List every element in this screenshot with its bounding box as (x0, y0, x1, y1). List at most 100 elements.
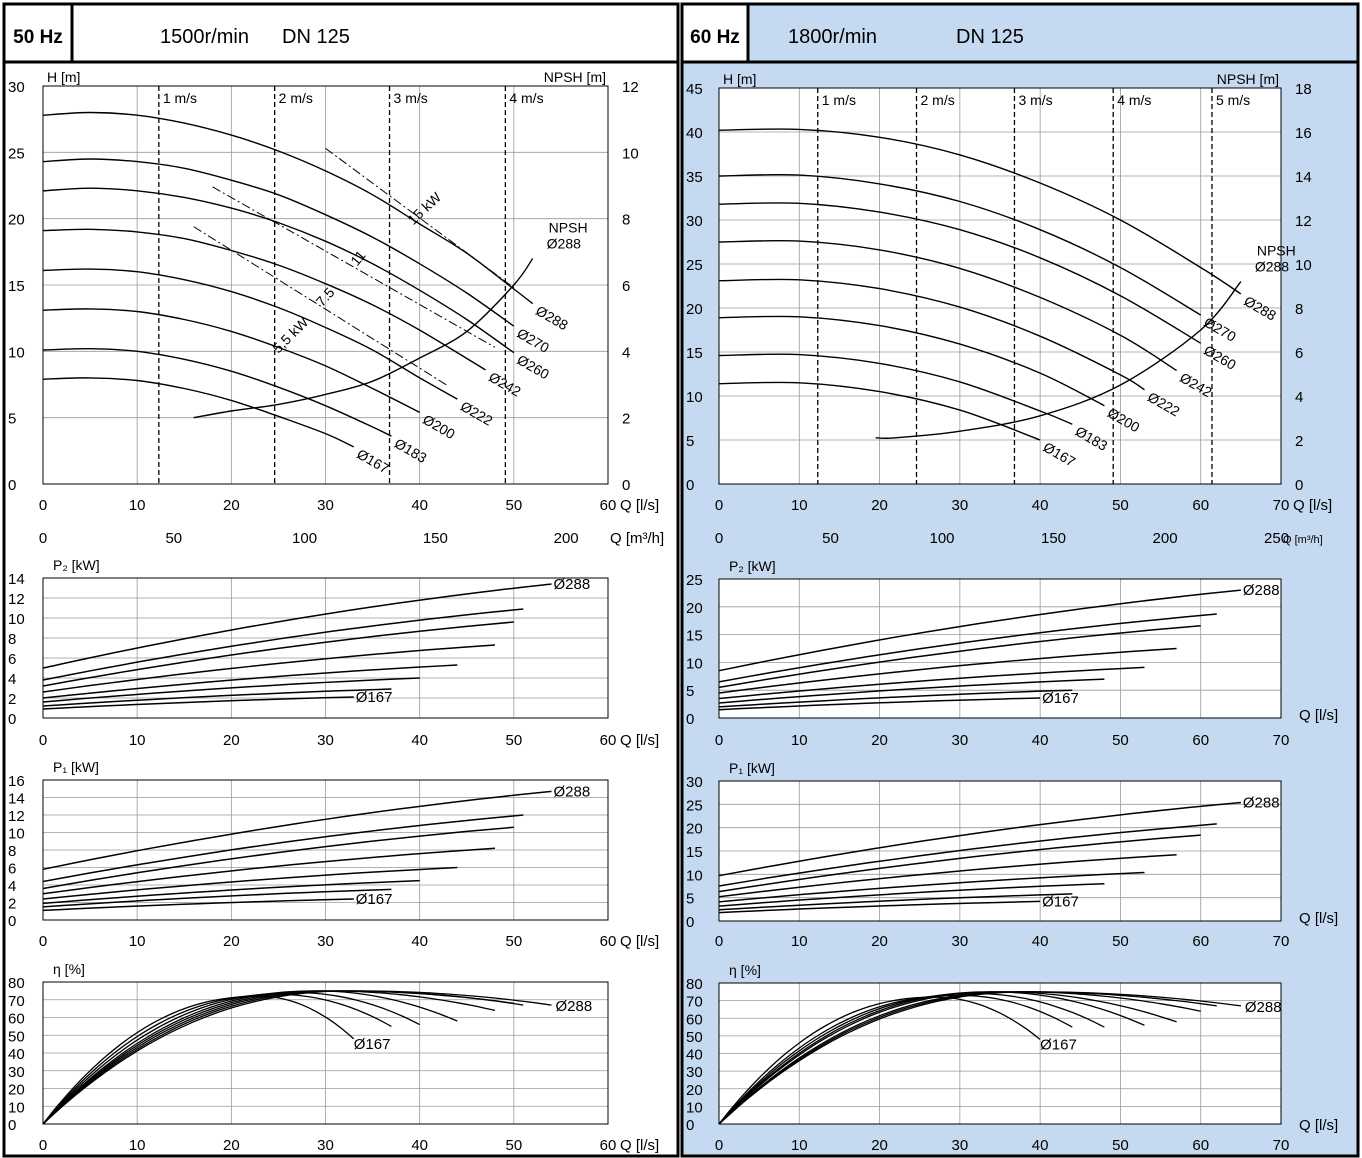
head-ytick-label: 0 (8, 477, 16, 494)
head-curve (42, 268, 458, 400)
p1-curve (42, 898, 354, 912)
npsh-ytick-label: 2 (1295, 433, 1303, 450)
p2-label-top: Ø288 (1243, 582, 1280, 599)
eff-ytick-label: 50 (686, 1029, 703, 1046)
p2-curve (718, 624, 1201, 689)
header-speed: 1800r/min (788, 26, 877, 48)
p1-chart: 0 5 10 15 20 25 30 0 10 20 30 40 50 60 70 Q [l/s] P₁ [kW… (686, 760, 1338, 950)
p2-xtick-label: 30 (317, 732, 334, 749)
p1-xtick-label: 30 (317, 933, 334, 950)
qm3h-tick-label: 200 (1153, 530, 1178, 547)
p1-xtick-label: 40 (1032, 933, 1049, 950)
p1-curve (718, 900, 1041, 914)
eff-ytick-label: 0 (686, 1117, 694, 1134)
head-xtick-label: 10 (129, 497, 146, 514)
eff-ylabel: η [%] (729, 962, 761, 978)
head-ytick-label: 30 (686, 213, 703, 230)
eff-ylabel: η [%] (53, 961, 85, 977)
p2-xtick-label: 40 (1032, 732, 1049, 749)
head-curve (42, 308, 421, 414)
eff-xtick-label: 20 (223, 1137, 240, 1154)
head-xtick-label: 50 (1112, 497, 1129, 514)
head-curve (718, 173, 1202, 316)
p2-curve (718, 647, 1177, 694)
head-curve (718, 239, 1177, 372)
head-xtick-label: 50 (505, 497, 522, 514)
eff-ytick-label: 10 (686, 1099, 703, 1116)
power-line (325, 147, 515, 289)
p1-ytick-label: 14 (8, 791, 25, 808)
eff-xtick-label: 10 (129, 1137, 146, 1154)
eff-xtick-label: 30 (317, 1137, 334, 1154)
p2-ytick-label: 10 (8, 611, 25, 628)
eff-ytick-label: 10 (8, 1099, 25, 1116)
velocity-label: 3 m/s (1018, 92, 1052, 108)
p1-label-bottom: Ø167 (1042, 893, 1079, 910)
head-ytick-label: 20 (686, 301, 703, 318)
head-plot-frame (718, 87, 1282, 485)
p1-curve (718, 882, 1105, 907)
p2-ytick-label: 8 (8, 631, 16, 648)
eff-label-bottom: Ø167 (1040, 1036, 1077, 1053)
p2-xtick-label: 10 (129, 732, 146, 749)
npsh-ytick-label: 0 (1295, 477, 1303, 494)
npsh-ytick-label: 18 (1295, 81, 1312, 98)
p1-xtick-label: 50 (505, 933, 522, 950)
p1-label-top: Ø288 (1243, 794, 1280, 811)
head-curve (718, 353, 1073, 425)
head-xtick-label: 0 (39, 497, 47, 514)
head-curve (718, 128, 1242, 295)
head-curve (42, 111, 534, 305)
eff-label-top: Ø288 (556, 998, 593, 1015)
npsh-sublabel: Ø288 (1255, 259, 1289, 275)
eff-ytick-label: 30 (686, 1064, 703, 1081)
npsh-ytick-label: 0 (622, 477, 630, 494)
eff-xtick-label: 20 (871, 1137, 888, 1154)
npsh-ytick-label: 10 (1295, 257, 1312, 274)
p2-curve (42, 621, 514, 687)
eff-ytick-label: 40 (8, 1046, 25, 1063)
head-ytick-label: 20 (8, 212, 25, 229)
eff-ytick-label: 60 (686, 1011, 703, 1028)
head-xtick-label: 40 (411, 497, 428, 514)
npsh-ytick-label: 6 (622, 278, 630, 295)
p1-ylabel: P₁ [kW] (53, 759, 99, 775)
velocity-label: 1 m/s (822, 92, 856, 108)
p1-xtick-label: 30 (952, 933, 969, 950)
head-curve (42, 187, 515, 354)
p2-ytick-label: 0 (8, 711, 16, 728)
p1-curve (718, 834, 1201, 893)
p1-curve (718, 853, 1177, 898)
p2-label-top: Ø288 (554, 576, 591, 593)
p1-curve (42, 866, 458, 900)
npsh-label: NPSH (1257, 243, 1296, 259)
header-freq-cell (680, 2, 750, 64)
p2-curve (42, 583, 552, 669)
head-curve (42, 158, 515, 327)
eff-label-bottom: Ø167 (354, 1036, 391, 1053)
efficiency-curve (42, 990, 552, 1125)
p1-ytick-label: 4 (8, 878, 16, 895)
p1-curve (718, 823, 1217, 887)
velocity-label: 2 m/s (921, 92, 955, 108)
head-ytick-label: 5 (686, 433, 694, 450)
head-curve (718, 315, 1105, 407)
head-xtick-label: 20 (223, 497, 240, 514)
p2-ytick-label: 10 (686, 655, 703, 672)
header-dn: DN 125 (282, 26, 350, 48)
p2-xlabel: Q [l/s] (1299, 707, 1338, 724)
eff-ytick-label: 0 (8, 1117, 16, 1134)
npsh-curve (193, 258, 534, 419)
head-plot-area (718, 87, 1282, 485)
p1-xtick-label: 0 (715, 933, 723, 950)
p1-ytick-label: 6 (8, 861, 16, 878)
p2-xtick-label: 60 (1192, 732, 1209, 749)
p2-ytick-label: 6 (8, 651, 16, 668)
p2-label-bottom: Ø167 (1042, 690, 1079, 707)
head-curve (42, 228, 486, 371)
head-curve (42, 377, 355, 448)
eff-xtick-label: 40 (411, 1137, 428, 1154)
head-chart: 0 5 10 15 20 25 30 35 40 45 0 2 4 6 8 10 12 14 16 18 0 10 20 30… (686, 71, 1332, 547)
power-line (212, 186, 496, 348)
